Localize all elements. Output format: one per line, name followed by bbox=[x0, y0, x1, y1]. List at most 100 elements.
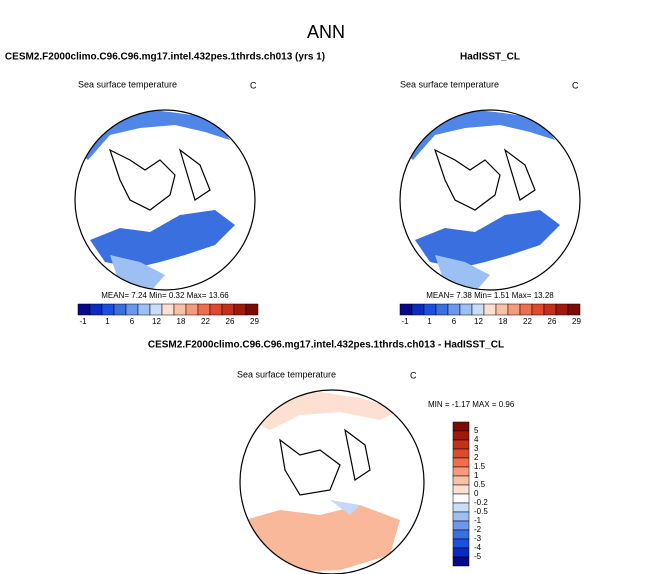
colorbar-label: -1 bbox=[401, 317, 409, 326]
colorbar-box bbox=[399, 303, 413, 316]
colorbar-box bbox=[125, 303, 139, 316]
colorbar-label: 1 bbox=[105, 317, 110, 326]
colorbar-label: 1.5 bbox=[474, 462, 486, 471]
colorbar-box bbox=[495, 303, 509, 316]
colorbar-label: 1 bbox=[474, 471, 479, 480]
colorbar-label: 1 bbox=[427, 317, 432, 326]
colorbar-box bbox=[471, 303, 485, 316]
stat-value: -1.17 bbox=[452, 400, 471, 409]
colorbar-label: -3 bbox=[474, 534, 482, 543]
variable: Sea surface temperature bbox=[78, 79, 177, 89]
stats: MEAN= 7.38 Min= 1.51 Max= 13.28 bbox=[426, 291, 554, 300]
panel-title: CESM2.F2000climo.C96.C96.mg17.intel.432p… bbox=[5, 52, 325, 63]
colorbar-label: -2 bbox=[474, 525, 482, 534]
colorbar-label: 26 bbox=[226, 317, 235, 326]
stat-label: Min= bbox=[474, 291, 492, 300]
colorbar-box bbox=[452, 484, 470, 495]
colorbar-box bbox=[452, 511, 470, 522]
colorbar-box bbox=[452, 430, 470, 441]
colorbar-box bbox=[137, 303, 151, 316]
variable: Sea surface temperature bbox=[400, 79, 499, 89]
colorbar-label: -4 bbox=[474, 543, 482, 552]
colorbar-box bbox=[507, 303, 521, 316]
map-border bbox=[74, 109, 256, 291]
colorbar-box bbox=[555, 303, 569, 316]
colorbar-label: 0.5 bbox=[474, 480, 486, 489]
colorbar-label: -0.5 bbox=[474, 507, 488, 516]
colorbar-box bbox=[452, 529, 470, 540]
colorbar-label: 3 bbox=[474, 444, 479, 453]
colorbar-box bbox=[452, 493, 470, 504]
stat-label: Min= bbox=[149, 291, 167, 300]
colorbar-box bbox=[452, 421, 470, 432]
colorbar-box bbox=[531, 303, 545, 316]
stat-label: Max= bbox=[187, 291, 207, 300]
colorbar-label: 6 bbox=[130, 317, 135, 326]
colorbar-box bbox=[89, 303, 103, 316]
colorbar-box bbox=[221, 303, 235, 316]
colorbar-box bbox=[149, 303, 163, 316]
colorbar-box bbox=[452, 520, 470, 531]
colorbar-box bbox=[543, 303, 557, 316]
colorbar-box bbox=[411, 303, 425, 316]
stat-label: MEAN= bbox=[426, 291, 454, 300]
colorbar-box bbox=[185, 303, 199, 316]
colorbar-box bbox=[173, 303, 187, 316]
colorbar-label: 29 bbox=[250, 317, 259, 326]
colorbar-box bbox=[567, 303, 581, 316]
colorbar-box bbox=[245, 303, 259, 316]
colorbar-label: 12 bbox=[474, 317, 483, 326]
colorbar-label: 22 bbox=[523, 317, 532, 326]
colorbar-box bbox=[452, 538, 470, 549]
stat-value: 0.32 bbox=[169, 291, 185, 300]
colorbar-label: 0 bbox=[474, 489, 479, 498]
panel-title: CESM2.F2000climo.C96.C96.mg17.intel.432p… bbox=[148, 340, 504, 351]
colorbar-box bbox=[452, 556, 470, 567]
colorbar-box bbox=[435, 303, 449, 316]
colorbar-box bbox=[447, 303, 461, 316]
colorbar-box bbox=[452, 475, 470, 486]
panel-title: HadISST_CL bbox=[460, 52, 520, 63]
title: ANN bbox=[307, 22, 345, 42]
colorbar-box bbox=[101, 303, 115, 316]
colorbar-label: 6 bbox=[452, 317, 457, 326]
colorbar-box bbox=[519, 303, 533, 316]
stat-value: 1.51 bbox=[494, 291, 510, 300]
colorbar-label: 18 bbox=[177, 317, 186, 326]
colorbar-box bbox=[452, 448, 470, 459]
stats: MIN = -1.17 MAX = 0.96 bbox=[428, 400, 515, 409]
colorbar-box bbox=[452, 502, 470, 513]
stat-value: 13.66 bbox=[209, 291, 230, 300]
units: C bbox=[250, 80, 257, 90]
colorbar-label: -5 bbox=[474, 552, 482, 561]
colorbar-box bbox=[459, 303, 473, 316]
colorbar: -1 1 6 12 18 22 26 29 bbox=[77, 303, 259, 326]
colorbar-label: 4 bbox=[474, 435, 479, 444]
colorbar-box bbox=[452, 457, 470, 468]
colorbar-label: 5 bbox=[474, 426, 479, 435]
stat-label: MIN = bbox=[428, 400, 450, 409]
stat-value: 7.38 bbox=[456, 291, 472, 300]
map-border bbox=[399, 109, 581, 291]
colorbar-box bbox=[423, 303, 437, 316]
colorbar-label: 2 bbox=[474, 453, 479, 462]
colorbar-label: 26 bbox=[548, 317, 557, 326]
colorbar-box bbox=[483, 303, 497, 316]
stat-label: MEAN= bbox=[101, 291, 129, 300]
colorbar: -1 1 6 12 18 22 26 29 bbox=[399, 303, 581, 326]
colorbar-box bbox=[452, 439, 470, 450]
units: C bbox=[572, 80, 579, 90]
map bbox=[240, 390, 424, 574]
stats: MEAN= 7.24 Min= 0.32 Max= 13.66 bbox=[101, 291, 229, 300]
colorbar-box bbox=[113, 303, 127, 316]
stat-value: 13.28 bbox=[534, 291, 555, 300]
colorbar-box bbox=[77, 303, 91, 316]
colorbar-label: 18 bbox=[499, 317, 508, 326]
colorbar-label: -0.2 bbox=[474, 498, 488, 507]
colorbar-label: 22 bbox=[201, 317, 210, 326]
stat-value: 7.24 bbox=[131, 291, 147, 300]
colorbar-label: 29 bbox=[572, 317, 581, 326]
colorbar-box bbox=[452, 466, 470, 477]
stat-value: 0.96 bbox=[499, 400, 515, 409]
